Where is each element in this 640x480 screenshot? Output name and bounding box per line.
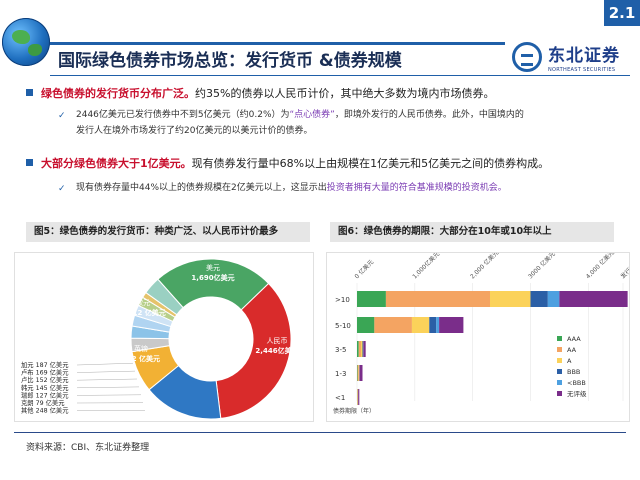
legend-swatch-3 xyxy=(557,369,562,374)
category-label-4: <1 xyxy=(335,394,345,402)
title-accent-bar xyxy=(50,42,505,45)
tick-label-1: 1,000亿美元 xyxy=(411,253,442,280)
bar-seg-2-0 xyxy=(357,341,359,357)
bar-seg-4-5 xyxy=(358,389,360,405)
bar-seg-3-1 xyxy=(357,365,359,381)
usd-label: 美元 xyxy=(206,263,220,272)
usd-value: 1,690亿美元 xyxy=(191,273,234,282)
bar-seg-0-2 xyxy=(490,291,531,307)
fig6-panel: 0 亿美元 1,000亿美元 2,000 亿美元 3000 亿美元 4,000 亿美元发… xyxy=(326,249,637,422)
legend-swatch-5 xyxy=(557,391,562,396)
category-label-3: 1-3 xyxy=(335,370,346,378)
bar-seg-3-2 xyxy=(358,365,360,381)
bar-seg-1-2 xyxy=(411,317,430,333)
bar-seg-4-1 xyxy=(357,389,358,405)
footer-divider xyxy=(14,432,626,433)
leader-line-0 xyxy=(76,363,134,366)
pie-slice-1 xyxy=(215,282,292,419)
pie-slice-10 xyxy=(145,278,184,316)
side-label-6: 其他 248 亿美元 xyxy=(21,406,69,415)
slide-title: 国际绿色债券市场总览：发行货币 &债券规模 xyxy=(58,51,402,71)
eur-label: 欧元 xyxy=(136,298,150,307)
bar-seg-1-5 xyxy=(439,317,464,333)
globe-icon xyxy=(2,18,50,66)
subpoint-2: 现有债券存量中44%以上的债券规模在2亿美元以上，这显示出投资者拥有大量的符合基… xyxy=(76,183,507,193)
bar-seg-0-1 xyxy=(385,291,490,307)
maturity-stacked-bar-chart: 0 亿美元 1,000亿美元 2,000 亿美元 3000 亿美元 4,000 亿美元发… xyxy=(333,249,637,415)
side-label-2: 卢比 152 亿美元 xyxy=(21,375,69,384)
cny-label: 人民币 xyxy=(267,337,288,345)
legend-label-3: BBB xyxy=(567,368,580,376)
leader-line-1 xyxy=(76,370,136,373)
tick-label-0: 0 亿美元 xyxy=(353,258,375,280)
side-label-5: 克朗 79 亿美元 xyxy=(21,398,65,407)
legend-swatch-4 xyxy=(557,380,562,385)
bar-seg-2-2 xyxy=(361,341,363,357)
side-label-1: 卢布 169 亿美元 xyxy=(21,368,69,377)
slide-header: 国际绿色债券市场总览：发行货币 &债券规模 东北证券 NORTHEAST SEC… xyxy=(0,0,640,82)
bullet-2: 大部分绿色债券大于1亿美元。现有债券发行量中68%以上由规模在1亿美元和5亿美元… xyxy=(26,156,549,171)
tick-label-5: 发行额 xyxy=(619,262,629,280)
category-label-0: >10 xyxy=(335,296,350,304)
subpoint-1-line-2: 发行人在境外市场发行了约20亿美元的以美元计价的债券。 xyxy=(76,126,313,136)
legend-label-2: A xyxy=(567,357,572,365)
tick-label-2: 2,000 亿美元 xyxy=(468,253,500,280)
subpoint-1-line-1: 2446亿美元已发行债券中不到5亿美元（约0.2%）为“点心债券”，即境外发行的… xyxy=(76,110,524,120)
side-label-4: 瑞郎 127 亿美元 xyxy=(21,390,69,399)
legend-swatch-2 xyxy=(557,358,562,363)
legend-swatch-1 xyxy=(557,347,562,352)
legend-label-1: AA xyxy=(567,346,577,354)
gbp-value: 582 亿美元 xyxy=(122,354,160,363)
leader-line-4 xyxy=(76,394,142,396)
bar-seg-3-5 xyxy=(359,365,363,381)
tick-label-4: 4,000 亿美元 xyxy=(584,253,616,280)
gbp-label: 英镑 xyxy=(134,344,148,353)
pie-slice-0 xyxy=(157,258,270,311)
bar-seg-3-0 xyxy=(357,365,358,381)
bar-seg-1-3 xyxy=(429,317,437,333)
bar-seg-1-1 xyxy=(374,317,412,333)
leader-line-2 xyxy=(76,378,138,381)
bar-seg-0-0 xyxy=(357,291,386,307)
check-icon: ✓ xyxy=(58,111,66,121)
bar-seg-0-5 xyxy=(559,291,628,307)
bar-seg-0-4 xyxy=(547,291,560,307)
currency-donut-chart: 美元 1,690亿美元 人民币 2,446亿美元 欧元 1,112 亿美元 英镑… xyxy=(21,258,299,420)
source-note: 资料来源：CBI、东北证券整理 xyxy=(26,443,150,453)
bar-seg-2-1 xyxy=(358,341,362,357)
side-label-0: 加元 187 亿美元 xyxy=(21,360,69,369)
cny-value: 2,446亿美元 xyxy=(255,346,298,355)
category-label-2: 3-5 xyxy=(335,346,346,354)
fig6-caption: 图6：绿色债券的期限：大部分在10年或10年以上 xyxy=(330,222,614,242)
check-icon: ✓ xyxy=(58,184,66,194)
logo-mark-icon xyxy=(512,42,542,72)
bar-seg-2-5 xyxy=(363,341,366,357)
page-number: 2.1 xyxy=(604,0,640,26)
category-label-1: 5-10 xyxy=(335,322,351,330)
northeast-securities-logo: 东北证券 NORTHEAST SECURITIES xyxy=(512,40,630,74)
legend-swatch-0 xyxy=(557,336,562,341)
legend-label-5: 无评级 xyxy=(567,389,587,398)
bar-seg-2-3 xyxy=(362,341,364,357)
side-label-3: 韩元 145 亿美元 xyxy=(21,383,69,392)
leader-line-3 xyxy=(76,386,140,388)
legend-label-0: AAA xyxy=(567,335,581,343)
header-divider xyxy=(50,75,630,76)
fig5-panel: 美元 1,690亿美元 人民币 2,446亿美元 欧元 1,112 亿美元 英镑… xyxy=(14,252,314,422)
fig5-caption: 图5：绿色债券的发行货币：种类广泛、以人民币计价最多 xyxy=(26,222,310,242)
square-bullet-icon xyxy=(26,89,33,96)
square-bullet-icon xyxy=(26,159,33,166)
bar-seg-1-4 xyxy=(436,317,440,333)
eur-value: 1,112 亿美元 xyxy=(120,308,166,317)
bullet-1: 绿色债券的发行货币分布广泛。约35%的债券以人民币计价，其中绝大多数为境内市场债… xyxy=(26,86,494,101)
tick-label-3: 3000 亿美元 xyxy=(526,253,557,280)
fig6-xlabel: 债券期限（年） xyxy=(333,407,375,415)
bar-seg-0-3 xyxy=(530,291,548,307)
bar-seg-1-0 xyxy=(357,317,375,333)
legend-label-4: <BBB xyxy=(567,379,586,387)
